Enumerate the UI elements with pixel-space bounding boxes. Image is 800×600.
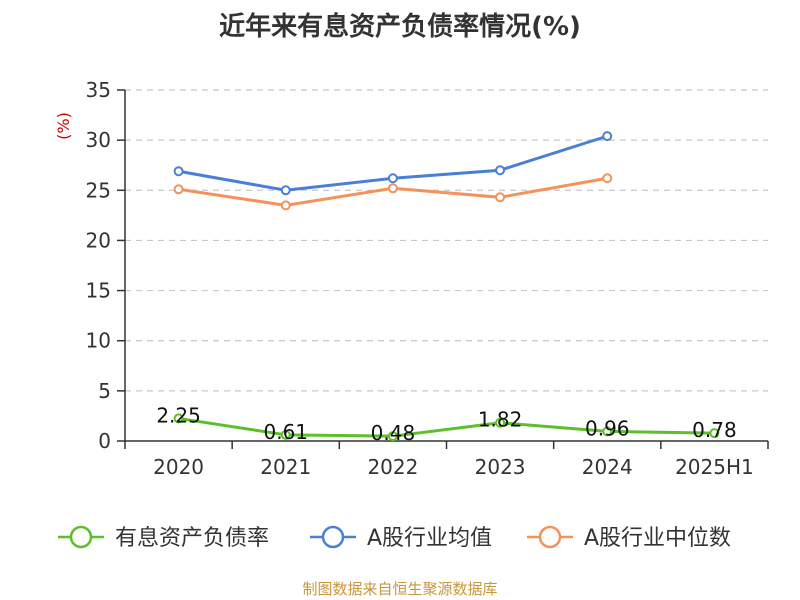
x-tick-label: 2020: [153, 455, 204, 479]
data-point: [602, 131, 613, 142]
y-tick-label: 30: [86, 128, 111, 152]
data-point: [280, 185, 291, 196]
data-point: [173, 413, 184, 424]
data-labels: 2.25 0.61 0.48 1.82 0.96 0.78: [156, 403, 736, 445]
data-label: 0.61: [263, 420, 308, 444]
x-tick-label: 2025H1: [675, 455, 754, 479]
data-point: [280, 200, 291, 211]
data-label: 1.82: [478, 408, 523, 432]
grid-lines: [125, 89, 768, 392]
data-point: [387, 173, 398, 184]
y-tick-label: 25: [86, 178, 111, 202]
data-point: [495, 165, 506, 176]
y-tick-labels: 0 5 10 15 20 25 30 35: [86, 78, 111, 453]
x-tick-label: 2021: [260, 455, 311, 479]
y-tick-label: 20: [86, 228, 111, 252]
y-tick-label: 0: [98, 429, 111, 453]
legend-label: A股行业中位数: [584, 526, 731, 551]
chart-title: 近年来有息资产负债率情况(%): [219, 12, 581, 42]
data-point: [173, 166, 184, 177]
y-tick-label: 35: [86, 78, 111, 102]
data-label: 2.25: [156, 403, 201, 427]
y-tick-label: 10: [86, 329, 111, 353]
data-label: 0.48: [371, 421, 416, 445]
legend-marker: [69, 525, 93, 549]
y-tick-label: 15: [86, 279, 111, 303]
legend-marker: [538, 525, 562, 549]
legend-label: 有息资产负债率: [115, 526, 269, 551]
data-point: [709, 428, 720, 439]
data-label: 0.96: [585, 416, 630, 440]
x-tick-label: 2023: [475, 455, 526, 479]
x-tick-label: 2024: [582, 455, 633, 479]
data-label: 0.78: [692, 418, 737, 442]
y-tick-label: 5: [98, 379, 111, 403]
data-point: [280, 429, 291, 440]
y-axis-label: (%): [54, 112, 73, 140]
series-line: [178, 416, 715, 438]
series-layer: [173, 131, 720, 442]
axes: [117, 89, 769, 449]
data-point: [602, 173, 613, 184]
legend-label: A股行业均值: [367, 526, 492, 551]
x-tick-labels: 2020 2021 2022 2023 2024 2025H1: [153, 455, 754, 479]
data-point: [495, 192, 506, 203]
legend-marker: [321, 525, 345, 549]
data-point: [495, 417, 506, 428]
data-point: [602, 426, 613, 437]
data-point: [387, 183, 398, 194]
x-tick-label: 2022: [367, 455, 418, 479]
data-point: [173, 184, 184, 195]
data-point: [387, 431, 398, 442]
legend: 有息资产负债率 A股行业均值 A股行业中位数: [58, 525, 731, 551]
source-note: 制图数据来自恒生聚源数据库: [302, 580, 498, 598]
